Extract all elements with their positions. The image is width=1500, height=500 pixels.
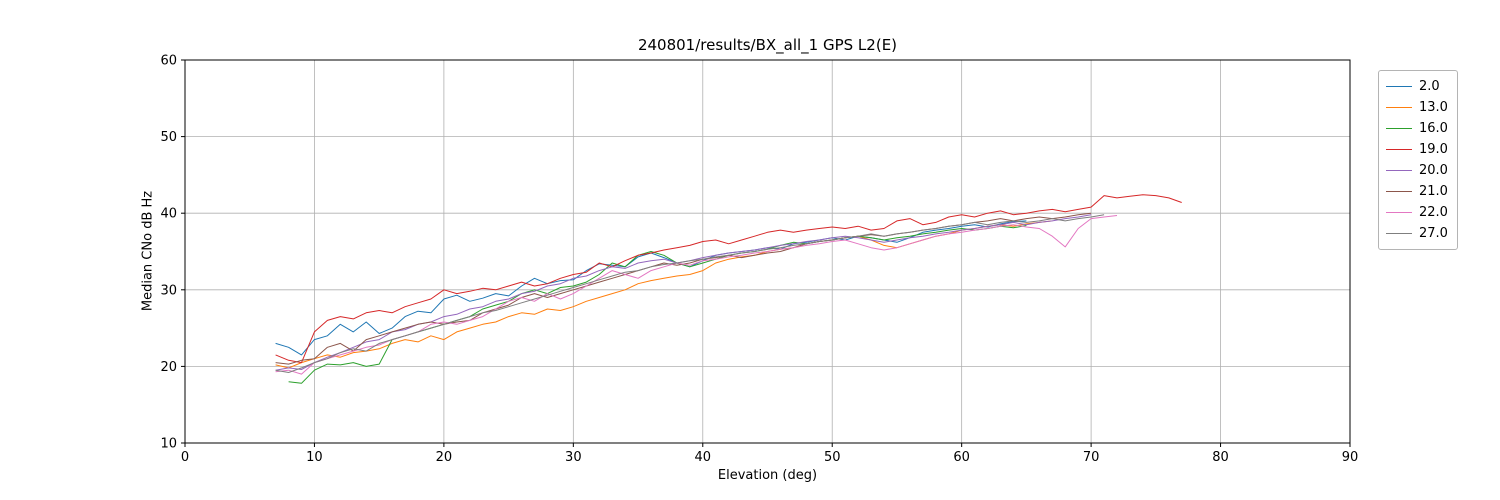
legend-line-swatch — [1386, 170, 1412, 171]
legend-entry: 27.0 — [1386, 223, 1448, 244]
y-tick-label: 50 — [160, 130, 177, 145]
legend-entry: 22.0 — [1386, 202, 1448, 223]
legend-label: 16.0 — [1419, 121, 1448, 136]
x-tick-label: 40 — [695, 450, 712, 465]
series-line-27.0 — [275, 214, 1105, 373]
x-tick-label: 60 — [953, 450, 970, 465]
legend: 2.0 13.0 16.0 19.0 20.0 21.0 22.0 27.0 — [1378, 70, 1458, 250]
series-line-19.0 — [275, 194, 1182, 364]
legend-line-swatch — [1386, 233, 1412, 234]
series-line-16.0 — [288, 225, 1027, 384]
legend-label: 27.0 — [1419, 226, 1448, 241]
legend-entry: 2.0 — [1386, 76, 1448, 97]
axes-frame — [184, 59, 1351, 444]
x-tick-label: 90 — [1342, 450, 1359, 465]
legend-label: 19.0 — [1419, 142, 1448, 157]
series-line-20.0 — [275, 214, 1092, 371]
legend-line-swatch — [1386, 128, 1412, 129]
legend-line-swatch — [1386, 149, 1412, 150]
legend-label: 20.0 — [1419, 163, 1448, 178]
series-line-13.0 — [275, 220, 1053, 369]
legend-label: 21.0 — [1419, 184, 1448, 199]
legend-entry: 20.0 — [1386, 160, 1448, 181]
legend-entry: 13.0 — [1386, 97, 1448, 118]
x-axis-label: Elevation (deg) — [717, 468, 818, 483]
y-tick-label: 40 — [160, 207, 177, 222]
x-tick-label: 0 — [181, 450, 189, 465]
x-tick-label: 30 — [565, 450, 582, 465]
y-axis-label: Median CNo dB Hz — [140, 190, 156, 312]
legend-entry: 19.0 — [1386, 139, 1448, 160]
x-tick-label: 50 — [824, 450, 841, 465]
y-tick-label: 10 — [160, 437, 177, 452]
y-tick-label: 30 — [160, 283, 177, 298]
chart-title: 240801/results/BX_all_1 GPS L2(E) — [637, 36, 898, 54]
legend-entry: 21.0 — [1386, 181, 1448, 202]
y-tick-label: 20 — [160, 360, 177, 375]
series-line-2.0 — [275, 220, 1027, 356]
legend-label: 2.0 — [1419, 79, 1440, 94]
legend-line-swatch — [1386, 212, 1412, 213]
y-tick-label: 60 — [160, 54, 177, 69]
series-line-22.0 — [275, 215, 1118, 375]
legend-line-swatch — [1386, 107, 1412, 108]
legend-label: 13.0 — [1419, 100, 1448, 115]
x-tick-label: 20 — [436, 450, 453, 465]
x-tick-label: 80 — [1212, 450, 1229, 465]
legend-entry: 16.0 — [1386, 118, 1448, 139]
x-tick-label: 70 — [1083, 450, 1100, 465]
legend-line-swatch — [1386, 86, 1412, 87]
legend-line-swatch — [1386, 191, 1412, 192]
x-tick-label: 10 — [306, 450, 323, 465]
legend-label: 22.0 — [1419, 205, 1448, 220]
